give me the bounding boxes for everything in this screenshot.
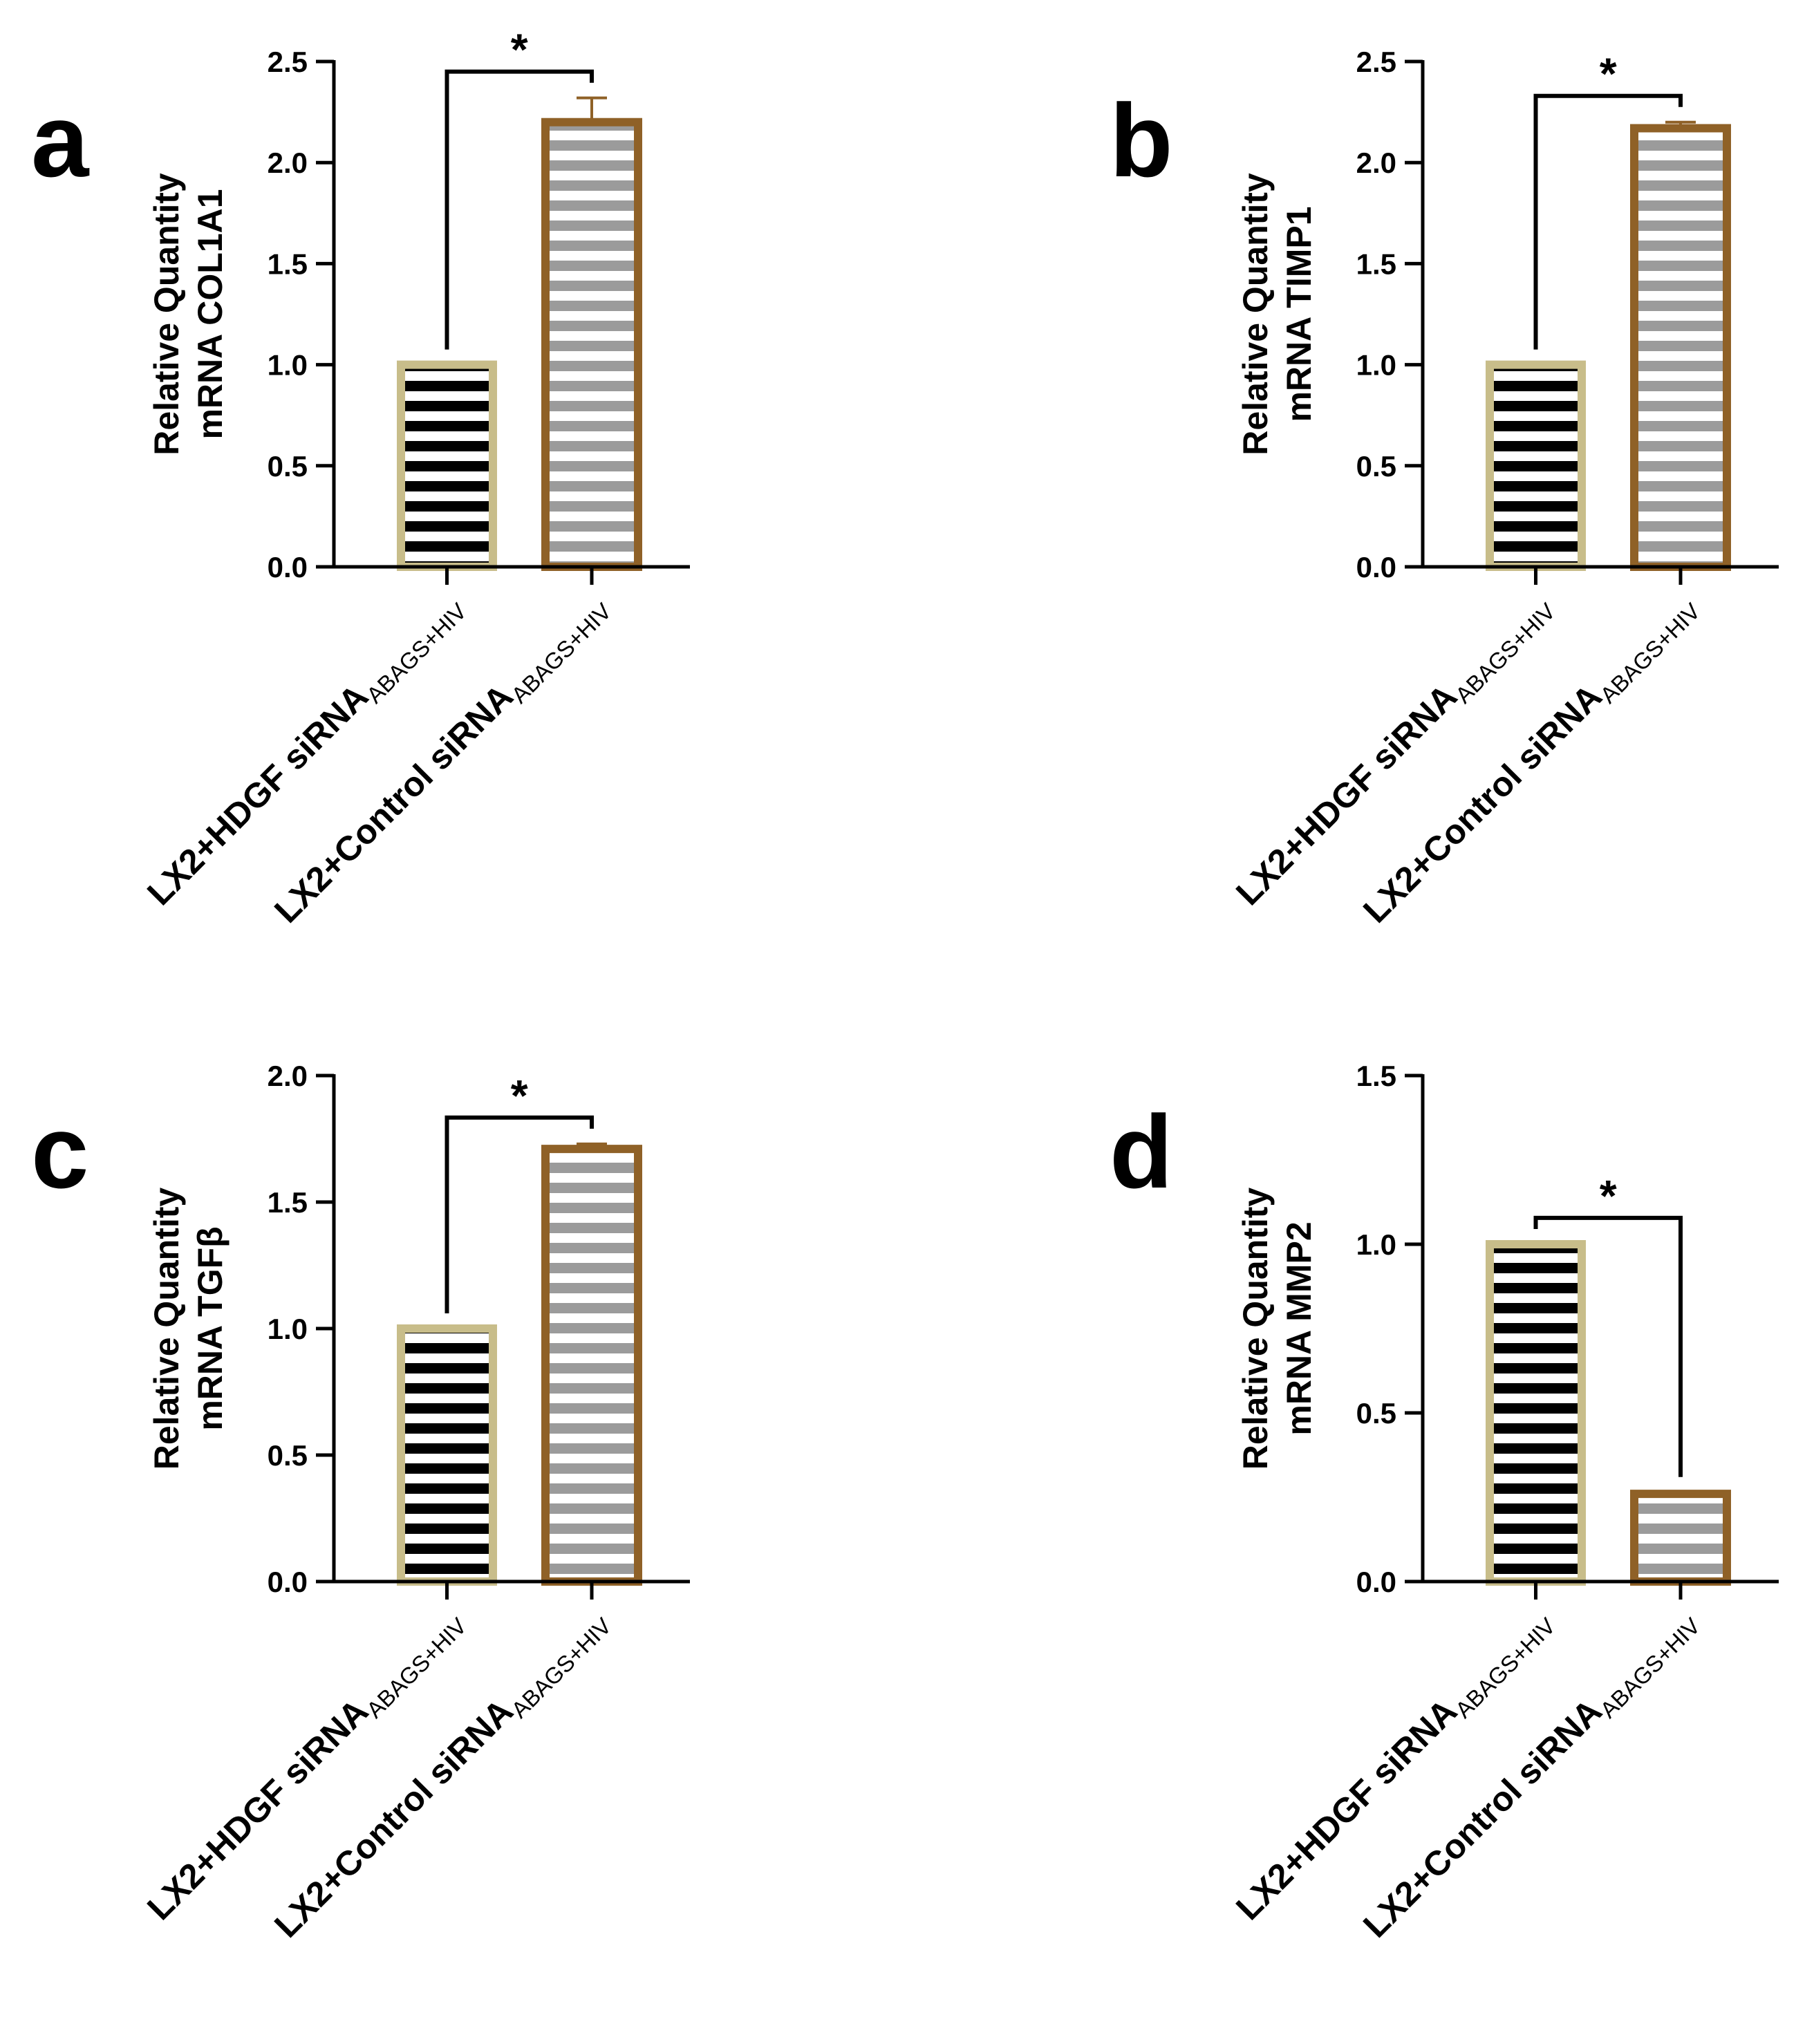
panel-letter-c: c	[31, 1094, 88, 1210]
y-tick-label-c: 0.5	[268, 1439, 308, 1472]
y-tick-label-d: 1.5	[1356, 1060, 1396, 1092]
bar-d-hdgf-sirna	[1486, 1240, 1586, 1586]
significance-bracket-a	[445, 69, 594, 350]
y-axis-title-line2-d: mRNA MMP2	[1280, 1221, 1318, 1435]
significance-bracket-c	[445, 1115, 594, 1314]
y-tick-label-c: 0.0	[268, 1566, 308, 1598]
y-axis-title-line2-a: mRNA COL1A1	[191, 189, 230, 439]
y-tick-label-a: 1.0	[268, 349, 308, 382]
y-tick-label-a: 2.5	[268, 46, 308, 78]
y-tick-label-b: 1.5	[1356, 247, 1396, 280]
y-tick-label-b: 2.0	[1356, 147, 1396, 179]
y-tick-label-c: 1.0	[268, 1313, 308, 1345]
bar-b-hdgf-sirna	[1486, 360, 1586, 571]
significance-star-d: *	[1600, 1171, 1617, 1221]
y-tick-label-a: 1.5	[268, 247, 308, 280]
chart-panel-c: c 0.0 0.5 1.0 1.5 2.0 Relative Quantity mRNA TG…	[31, 1060, 690, 1945]
significance-star-c: *	[511, 1071, 528, 1121]
y-axis-title-line1-a: Relative Quantity	[147, 173, 186, 456]
y-tick-label-a: 0.0	[268, 551, 308, 583]
y-tick-label-d: 0.5	[1356, 1397, 1396, 1429]
y-axis-title-line2-b: mRNA TIMP1	[1280, 206, 1318, 422]
y-tick-label-c: 1.5	[268, 1186, 308, 1219]
bar-a-control-sirna	[541, 118, 642, 572]
significance-star-b: *	[1600, 49, 1617, 99]
panel-letter-d: d	[1110, 1094, 1173, 1210]
y-tick-label-d: 1.0	[1356, 1228, 1396, 1261]
y-tick-label-c: 2.0	[268, 1060, 308, 1092]
bar-c-hdgf-sirna	[397, 1324, 497, 1586]
error-bar-c-control-sirna	[577, 1142, 607, 1150]
chart-panel-b: b 0.0 0.5 1.0 1.5 2.0 2.5 Relative Quantity mRNA…	[1110, 46, 1779, 930]
y-tick-label-b: 2.5	[1356, 46, 1396, 78]
y-axis-title-line1-c: Relative Quantity	[147, 1188, 186, 1470]
bar-b-control-sirna	[1630, 124, 1731, 571]
error-bar-a-control-sirna	[577, 96, 607, 122]
y-tick-label-a: 2.0	[268, 147, 308, 179]
y-tick-label-d: 0.0	[1356, 1566, 1396, 1598]
y-axis-title-line2-c: mRNA TGFβ	[191, 1226, 230, 1430]
chart-panel-a: a 0.0 0.5 1.0 1.5 2.0 2.5 Relative Quantity mRNA…	[31, 25, 690, 930]
significance-bracket-d	[1533, 1215, 1683, 1477]
y-tick-label-b: 1.0	[1356, 349, 1396, 382]
y-tick-label-a: 0.5	[268, 450, 308, 482]
significance-star-a: *	[511, 25, 528, 75]
bar-c-control-sirna	[541, 1145, 642, 1586]
panel-letter-b: b	[1110, 82, 1173, 198]
bar-a-hdgf-sirna	[397, 360, 497, 571]
panel-letter-a: a	[31, 82, 90, 198]
y-axis-title-line1-b: Relative Quantity	[1236, 173, 1275, 456]
bar-d-control-sirna	[1630, 1490, 1731, 1586]
significance-bracket-b	[1533, 93, 1683, 350]
y-tick-label-b: 0.5	[1356, 450, 1396, 482]
error-bar-d-control-sirna	[1665, 1490, 1696, 1494]
error-bar-b-control-sirna	[1665, 120, 1696, 129]
y-tick-label-b: 0.0	[1356, 551, 1396, 583]
y-axis-title-line1-d: Relative Quantity	[1236, 1188, 1275, 1470]
